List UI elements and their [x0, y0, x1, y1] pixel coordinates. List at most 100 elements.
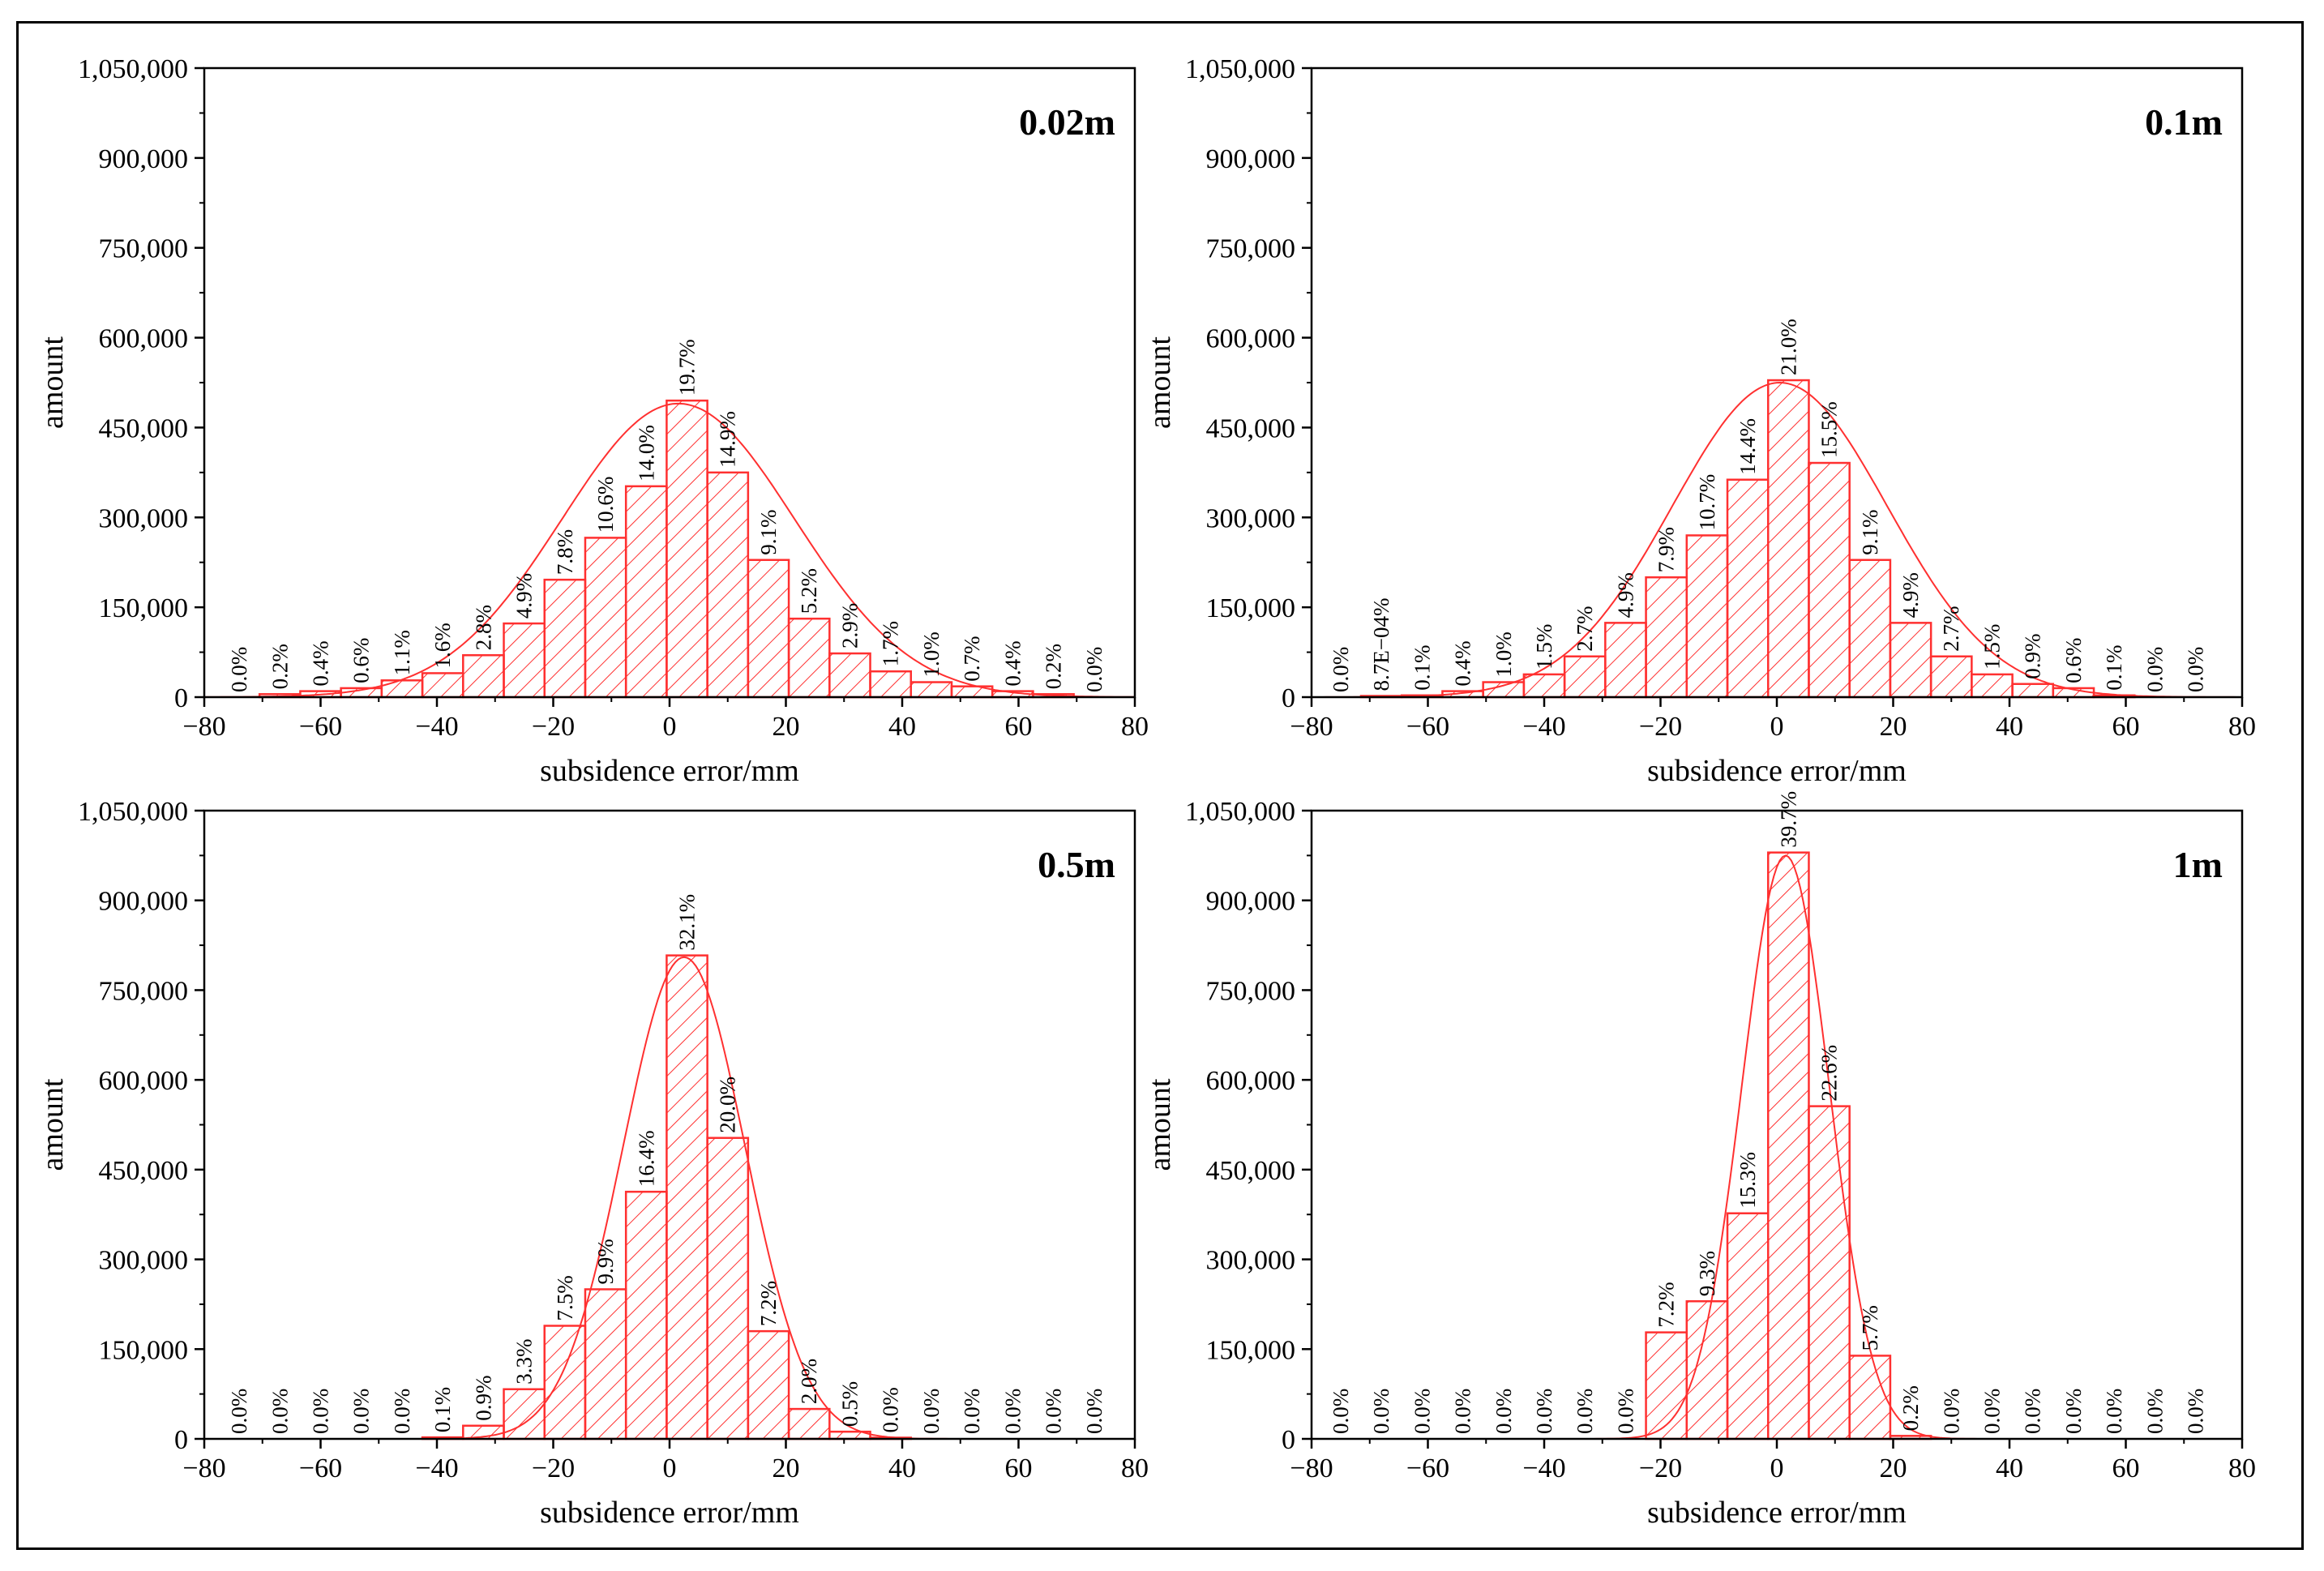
- bar-percent-label: 1.0%: [1492, 631, 1516, 677]
- x-axis-label: subsidence error/mm: [1647, 754, 1907, 788]
- x-tick-label: 20: [1880, 712, 1907, 742]
- histogram-bar: [1929, 655, 1973, 699]
- histogram-bar: [624, 485, 668, 699]
- bar-percent-label: 0.2%: [1898, 1385, 1923, 1431]
- x-tick-label: −60: [299, 1453, 342, 1483]
- panel-1m: 0.0% 0.0% 0.0% 0.0% 0.0% 0.0% 0.0% 0.0% 7.2% 9.3%…: [1143, 791, 2256, 1530]
- y-axis-label: amount: [36, 336, 70, 429]
- histogram-bar: [747, 559, 790, 699]
- x-tick-label: 40: [1996, 1453, 2023, 1483]
- histogram-bar: [666, 954, 708, 1440]
- bar-percent-label: 2.7%: [1573, 606, 1597, 651]
- histogram-bar: [1766, 379, 1810, 699]
- bar-percent-label: 0.0%: [1939, 1389, 1963, 1434]
- x-tick-label: 60: [1005, 712, 1033, 742]
- bar-percent-label: 5.2%: [797, 568, 821, 614]
- histogram-bar: [1685, 534, 1729, 699]
- bar-percent-label: 0.0%: [1613, 1389, 1637, 1434]
- bar-percent-label: 0.0%: [309, 1389, 333, 1434]
- x-tick-label: −80: [1290, 712, 1333, 742]
- bar-percent-label: 32.1%: [675, 894, 700, 951]
- x-tick-label: 80: [2228, 1453, 2256, 1483]
- y-tick-label: 450,000: [1206, 1156, 1296, 1186]
- y-tick-label: 450,000: [1206, 413, 1296, 443]
- y-tick-label: 900,000: [1206, 887, 1296, 917]
- bar-percent-label: 0.0%: [2184, 647, 2208, 692]
- figure-frame: [16, 21, 2304, 1550]
- y-tick-label: 450,000: [99, 413, 189, 443]
- bar-percent-label: 1.7%: [879, 621, 903, 666]
- y-axis-label: amount: [1143, 336, 1177, 429]
- y-tick-label: 1,050,000: [78, 797, 188, 827]
- x-tick-label: 60: [2112, 712, 2140, 742]
- bar-percent-label: 9.3%: [1695, 1251, 1719, 1296]
- x-tick-label: −20: [1639, 1453, 1682, 1483]
- x-tick-label: 20: [773, 1453, 800, 1483]
- bar-percent-label: 0.0%: [2021, 1389, 2045, 1434]
- bar-percent-label: 7.2%: [1654, 1282, 1679, 1327]
- normal-fit-curve: [1312, 381, 2242, 698]
- panel-0.5m: 0.0% 0.0% 0.0% 0.0% 0.0% 0.1% 0.9% 3.3% 7.5% 9.9%…: [36, 797, 1149, 1530]
- bar-percent-label: 0.0%: [1410, 1389, 1434, 1434]
- x-tick-label: 0: [663, 712, 677, 742]
- histogram-bar: [869, 670, 913, 699]
- bar-percent-label: 4.9%: [1898, 572, 1923, 618]
- bar-percent-label: 14.0%: [634, 425, 658, 482]
- histogram-bar: [1645, 1331, 1688, 1440]
- bar-percent-label: 0.0%: [349, 1389, 374, 1434]
- bar-percent-label: 0.0%: [1000, 1389, 1025, 1434]
- histogram-bar: [1604, 622, 1647, 699]
- bar-percent-label: 7.5%: [553, 1275, 577, 1321]
- bar-percent-label: 0.0%: [267, 1389, 292, 1434]
- x-tick-label: −40: [1522, 1453, 1565, 1483]
- y-tick-label: 450,000: [99, 1156, 189, 1186]
- x-tick-label: 20: [773, 712, 800, 742]
- bar-percent-label: 0.6%: [349, 638, 374, 683]
- x-tick-label: −60: [1406, 712, 1449, 742]
- y-tick-label: 300,000: [99, 1246, 189, 1276]
- x-tick-label: −60: [1406, 1453, 1449, 1483]
- x-tick-label: 40: [888, 1453, 916, 1483]
- bar-percent-label: 3.3%: [512, 1338, 537, 1384]
- bar-percent-label: 0.5%: [837, 1381, 862, 1427]
- histogram-bar: [706, 1137, 750, 1440]
- x-tick-label: −20: [532, 712, 575, 742]
- y-tick-label: 750,000: [1206, 976, 1296, 1006]
- bar-percent-label: 0.1%: [430, 1387, 455, 1432]
- y-tick-label: 0: [1282, 683, 1295, 713]
- histogram-bar: [1848, 1355, 1892, 1440]
- x-tick-label: 80: [2228, 712, 2256, 742]
- bar-percent-label: 0.0%: [960, 1389, 984, 1434]
- bar-percent-label: 0.0%: [1329, 1389, 1353, 1434]
- bar-percent-label: 0.0%: [1042, 1389, 1066, 1434]
- bar-percent-label: 0.0%: [1369, 1389, 1393, 1434]
- histogram-bar: [1522, 673, 1566, 699]
- bar-percent-label: 0.7%: [960, 636, 984, 681]
- histogram-bar: [421, 672, 464, 699]
- bar-percent-label: 0.0%: [1573, 1389, 1597, 1434]
- bar-percent-label: 9.1%: [1858, 510, 1882, 555]
- y-tick-label: 900,000: [99, 887, 189, 917]
- bar-percent-label: 16.4%: [634, 1130, 658, 1187]
- panel-resolution-label: 0.5m: [1038, 844, 1115, 885]
- bar-percent-label: 1.1%: [390, 630, 414, 675]
- bar-percent-label: 15.3%: [1736, 1152, 1760, 1209]
- bar-percent-label: 0.0%: [919, 1389, 944, 1434]
- histogram-bar: [543, 1325, 587, 1440]
- bar-percent-label: 1.5%: [1532, 624, 1556, 670]
- bar-percent-label: 10.6%: [593, 477, 618, 533]
- bar-percent-label: 22.6%: [1817, 1045, 1842, 1102]
- bar-percent-label: 2.0%: [797, 1359, 821, 1404]
- bar-percent-label: 10.7%: [1695, 474, 1719, 531]
- bar-percent-label: 0.1%: [2102, 645, 2126, 691]
- bar-percent-label: 0.0%: [879, 1387, 903, 1432]
- histogram-bar: [747, 1329, 790, 1440]
- bar-percent-label: 2.8%: [471, 605, 495, 650]
- bar-percent-label: 21.0%: [1776, 319, 1800, 375]
- y-tick-label: 300,000: [99, 503, 189, 533]
- bar-percent-label: 0.0%: [227, 647, 251, 692]
- bar-percent-label: 0.4%: [1451, 640, 1475, 686]
- x-tick-label: 20: [1880, 1453, 1907, 1483]
- bar-percent-label: 0.4%: [309, 640, 333, 686]
- histogram-bar: [1971, 673, 2014, 699]
